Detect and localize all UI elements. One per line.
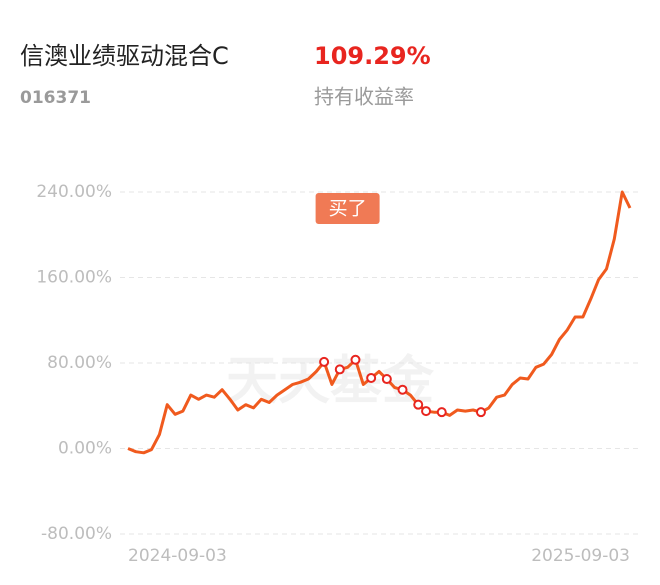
- trade-dot: [421, 406, 432, 417]
- y-tick-label: 240.00%: [36, 182, 112, 202]
- buy-label: 买了: [329, 198, 367, 220]
- trade-dot: [397, 384, 408, 395]
- trade-dot: [334, 364, 345, 375]
- x-tick-label: 2024-09-03: [128, 546, 227, 566]
- y-tick-label: -80.00%: [41, 524, 112, 544]
- return-label: 持有收益率: [314, 85, 414, 109]
- x-tick-label: 2025-09-03: [531, 546, 630, 566]
- return-value: 109.29%: [314, 42, 431, 70]
- buy-badge: [315, 193, 380, 224]
- data-line: [127, 190, 632, 455]
- y-tick-label: 0.00%: [58, 439, 112, 459]
- trade-dot: [350, 354, 361, 365]
- trade-dot: [475, 407, 486, 418]
- y-tick-label: 160.00%: [36, 268, 112, 288]
- trade-dot: [436, 407, 447, 418]
- fund-title: 信澳业绩驱动混合C: [20, 42, 229, 70]
- trade-dot: [319, 356, 330, 367]
- trade-dot: [413, 399, 424, 410]
- y-tick-label: 80.00%: [47, 353, 112, 373]
- trade-dot: [366, 372, 377, 383]
- trade-dot: [381, 374, 392, 385]
- fund-code: 016371: [20, 88, 91, 108]
